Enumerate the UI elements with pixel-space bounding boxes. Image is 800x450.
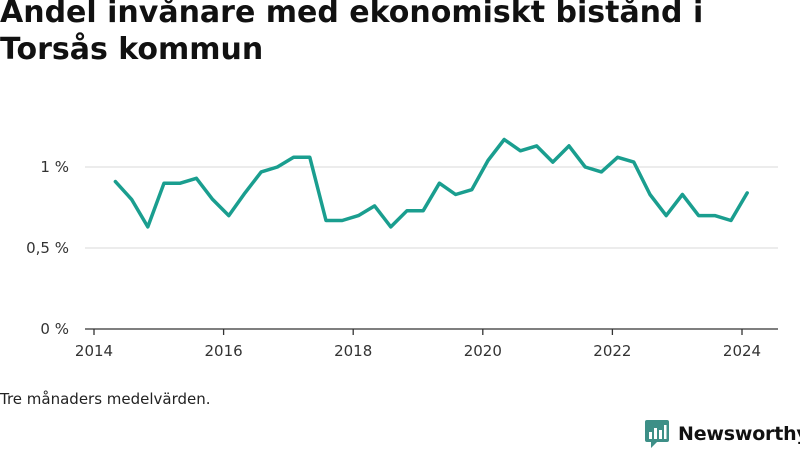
line-chart: 0 % 0,5 % 1 % 2014 2016 2018 2020 2022 2024 (26, 137, 778, 360)
x-tick-label: 2018 (334, 342, 372, 360)
x-axis: 2014 2016 2018 2020 2022 2024 (75, 328, 778, 360)
y-tick-label: 0,5 % (26, 239, 69, 257)
series-group (113, 137, 749, 229)
series-line (113, 137, 749, 229)
brand-logo[interactable]: Newsworthy (644, 419, 800, 449)
x-tick-label: 2014 (75, 342, 113, 360)
x-tick-label: 2022 (593, 342, 631, 360)
y-tick-label: 0 % (40, 320, 69, 338)
y-axis-ticks: 0 % 0,5 % 1 % (26, 158, 69, 338)
x-tick-label: 2020 (464, 342, 502, 360)
y-tick-label: 1 % (40, 158, 69, 176)
x-tick-label: 2016 (205, 342, 243, 360)
brand-name: Newsworthy (678, 423, 800, 445)
newsworthy-logo-icon (645, 420, 669, 448)
x-tick-label: 2024 (723, 342, 761, 360)
chart-title: Andel invånare med ekonomiskt bistånd i … (0, 0, 704, 67)
gridlines (85, 166, 778, 249)
chart-note: Tre månaders medelvärden. (0, 390, 211, 408)
